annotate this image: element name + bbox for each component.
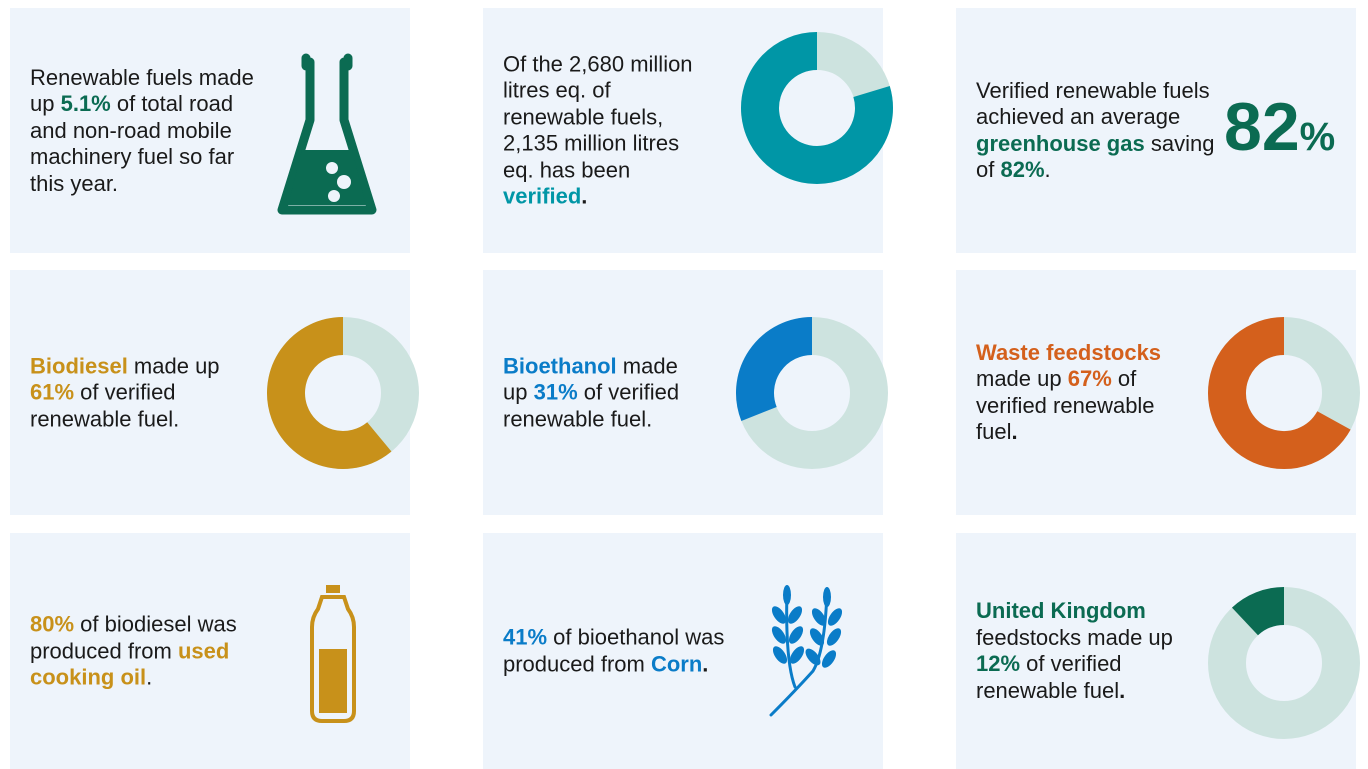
- text-segment: of verified renewable fuel: [976, 651, 1122, 703]
- card: Verified renewable fuels achieved an ave…: [956, 8, 1356, 253]
- text-segment: of bioethanol was produced from: [503, 624, 725, 677]
- text-segment: of total road and non-road mobile machin…: [30, 90, 235, 196]
- text-segment: of verified renewable fuel.: [30, 379, 180, 431]
- text-segment: .: [1011, 419, 1018, 444]
- text-segment: made up: [127, 352, 220, 378]
- card-text: Verified renewable fuels achieved an ave…: [976, 78, 1216, 184]
- card-text: Waste feedstocks made up 67% of verified…: [976, 340, 1171, 446]
- donut-segment: [1231, 587, 1285, 636]
- card-text: 80% of biodiesel was produced from used …: [30, 611, 290, 691]
- big-number-value: 82: [1224, 89, 1300, 165]
- text-segment: .: [146, 664, 153, 690]
- bottle-icon: [310, 585, 356, 723]
- text-segment: 67%: [1067, 366, 1112, 391]
- donut-segment: [1208, 317, 1351, 469]
- text-segment: 31%: [533, 379, 578, 405]
- text-segment: United Kingdom: [976, 598, 1146, 623]
- text-segment: 12%: [976, 651, 1021, 676]
- donut-track: [1208, 587, 1360, 739]
- big-number: 82%: [1224, 88, 1335, 166]
- text-segment: 82%: [1000, 157, 1045, 182]
- text-segment: 41%: [503, 624, 548, 650]
- text-segment: .: [581, 183, 588, 209]
- text-segment: of verified renewable fuel.: [503, 379, 680, 431]
- big-number-unit: %: [1299, 115, 1336, 159]
- text-segment: of biodiesel was produced from: [30, 611, 237, 663]
- text-segment: .: [1044, 157, 1051, 182]
- text-segment: 61%: [30, 379, 75, 405]
- text-segment: feedstocks made up: [976, 624, 1173, 650]
- text-segment: Corn: [650, 651, 703, 676]
- card: Renewable fuels made up 5.1% of total ro…: [10, 8, 410, 253]
- wheat-icon: [769, 585, 843, 717]
- card: United Kingdom feedstocks made up 12% of…: [956, 533, 1360, 769]
- text-segment: made up: [976, 366, 1068, 391]
- text-segment: Biodiesel: [30, 352, 128, 378]
- card: Biodiesel made up 61% of verified renewa…: [10, 270, 419, 515]
- donut-chart: [1208, 587, 1360, 739]
- text-segment: Renewable fuels made up: [30, 64, 254, 116]
- text-segment: made up: [503, 352, 678, 405]
- flask-icon: [277, 53, 377, 215]
- card-text: Of the 2,680 million litres eq. of renew…: [503, 51, 693, 210]
- donut-segment: [736, 317, 813, 421]
- card-text: 41% of bioethanol was produced from Corn…: [503, 625, 753, 678]
- text-segment: Waste feedstocks: [976, 339, 1162, 365]
- text-segment: Verified renewable fuels achieved an ave…: [976, 77, 1210, 130]
- text-segment: greenhouse gas: [976, 130, 1145, 156]
- card: 41% of bioethanol was produced from Corn…: [483, 533, 883, 769]
- card: Bioethanol made up 31% of verified renew…: [483, 270, 888, 515]
- donut-segment: [741, 32, 893, 184]
- text-segment: Bioethanol: [503, 352, 617, 378]
- donut-segment: [267, 317, 392, 469]
- text-segment: Of the 2,680 million litres eq. of renew…: [503, 51, 693, 182]
- card-text: Biodiesel made up 61% of verified renewa…: [30, 353, 245, 433]
- card: 80% of biodiesel was produced from used …: [10, 533, 410, 769]
- card-text: Bioethanol made up 31% of verified renew…: [503, 353, 703, 433]
- text-segment: of verified renewable fuel: [976, 366, 1155, 444]
- card-text: Renewable fuels made up 5.1% of total ro…: [30, 64, 270, 197]
- text-segment: .: [702, 651, 709, 676]
- donut-chart: [1208, 317, 1360, 469]
- card: Waste feedstocks made up 67% of verified…: [956, 270, 1360, 515]
- text-segment: verified: [503, 183, 582, 209]
- text-segment: 80%: [30, 611, 75, 637]
- text-segment: used cooking oil: [30, 637, 230, 690]
- text-segment: saving of: [976, 130, 1215, 183]
- text-segment: .: [1119, 677, 1126, 703]
- card: Of the 2,680 million litres eq. of renew…: [483, 8, 893, 253]
- card-text: United Kingdom feedstocks made up 12% of…: [976, 598, 1196, 704]
- donut-chart: [736, 317, 888, 469]
- donut-chart: [741, 32, 893, 184]
- text-segment: 5.1%: [60, 90, 111, 116]
- donut-chart: [267, 317, 419, 469]
